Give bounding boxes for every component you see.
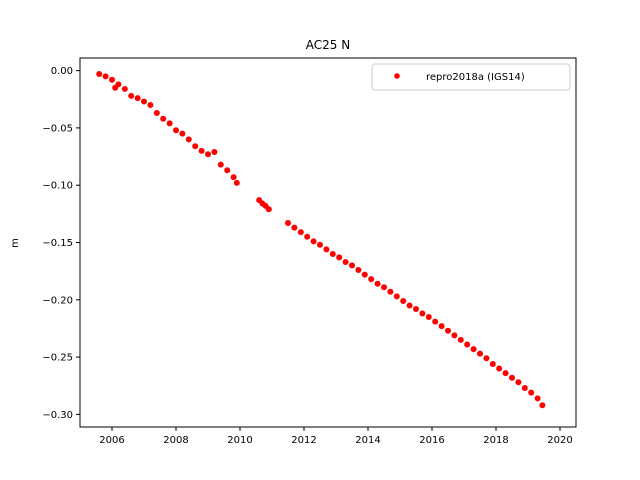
data-point bbox=[217, 161, 224, 168]
data-point bbox=[160, 115, 167, 122]
data-point bbox=[109, 76, 115, 83]
data-point bbox=[445, 327, 451, 334]
data-point bbox=[96, 71, 103, 78]
data-point bbox=[349, 262, 355, 269]
y-tick-label: −0.10 bbox=[42, 181, 73, 192]
data-point bbox=[329, 250, 336, 257]
data-point bbox=[265, 206, 272, 213]
data-point bbox=[528, 389, 535, 396]
data-point bbox=[205, 151, 211, 158]
y-tick-label: −0.25 bbox=[42, 353, 73, 364]
data-point bbox=[304, 233, 311, 240]
data-point bbox=[323, 246, 330, 253]
data-point bbox=[192, 143, 199, 150]
data-point bbox=[483, 355, 490, 362]
data-point bbox=[134, 95, 141, 102]
y-tick-label: −0.05 bbox=[42, 123, 73, 134]
data-point bbox=[381, 284, 387, 291]
x-tick-label: 2010 bbox=[227, 435, 252, 446]
data-point bbox=[317, 241, 323, 248]
data-point bbox=[406, 302, 413, 309]
data-point bbox=[489, 360, 496, 367]
data-point bbox=[425, 313, 432, 320]
y-tick-label: −0.15 bbox=[42, 238, 73, 249]
data-point bbox=[539, 402, 546, 409]
x-tick-label: 2016 bbox=[419, 435, 444, 446]
data-point bbox=[147, 101, 154, 108]
data-point bbox=[342, 258, 349, 265]
data-point bbox=[464, 341, 471, 348]
data-point bbox=[496, 365, 503, 372]
data-point bbox=[361, 271, 368, 278]
data-point bbox=[224, 167, 231, 174]
data-point bbox=[419, 310, 426, 317]
data-point bbox=[297, 229, 304, 236]
data-point bbox=[141, 98, 147, 105]
x-tick-label: 2012 bbox=[291, 435, 316, 446]
data-point bbox=[285, 220, 291, 227]
data-point bbox=[230, 174, 237, 181]
data-point bbox=[121, 85, 128, 92]
y-tick-label: −0.20 bbox=[42, 295, 73, 306]
data-point bbox=[477, 350, 483, 357]
y-axis-ticks: 0.00 −0.05 −0.10 −0.15 −0.20 −0.25 −0.30 bbox=[42, 66, 80, 421]
legend-box bbox=[371, 63, 571, 91]
data-point bbox=[451, 332, 458, 339]
data-point bbox=[198, 147, 205, 154]
x-tick-label: 2008 bbox=[163, 435, 188, 446]
plot-frame bbox=[79, 57, 577, 428]
data-point bbox=[102, 73, 109, 80]
data-point bbox=[521, 385, 528, 392]
data-point bbox=[166, 120, 173, 127]
y-axis-label: m bbox=[10, 238, 21, 248]
data-point bbox=[502, 370, 509, 377]
data-point bbox=[336, 254, 343, 261]
data-point bbox=[310, 238, 317, 245]
data-point bbox=[173, 127, 179, 134]
data-point bbox=[438, 323, 445, 330]
legend-label: repro2018a (IGS14) bbox=[426, 72, 525, 83]
data-point bbox=[368, 276, 375, 283]
y-tick-label: −0.30 bbox=[42, 410, 73, 421]
data-point bbox=[355, 267, 362, 274]
data-points-group bbox=[96, 71, 546, 409]
data-point bbox=[515, 379, 522, 386]
x-tick-label: 2006 bbox=[99, 435, 124, 446]
x-axis-ticks: 2006 2008 2010 2012 2014 2016 2018 2020 bbox=[99, 427, 573, 446]
data-point bbox=[534, 395, 541, 402]
data-point bbox=[413, 305, 419, 312]
x-tick-label: 2014 bbox=[355, 435, 380, 446]
data-point bbox=[291, 224, 298, 231]
legend-marker bbox=[394, 73, 400, 79]
data-point bbox=[115, 81, 122, 88]
data-point bbox=[387, 288, 394, 295]
data-point bbox=[457, 336, 464, 343]
data-point bbox=[233, 179, 240, 186]
x-tick-label: 2020 bbox=[547, 435, 572, 446]
data-point bbox=[374, 280, 381, 287]
data-point bbox=[179, 130, 186, 137]
legend: repro2018a (IGS14) bbox=[371, 63, 571, 91]
chart-title: AC25 N bbox=[306, 38, 350, 52]
data-point bbox=[393, 293, 400, 300]
data-point bbox=[400, 297, 407, 304]
data-point bbox=[153, 110, 160, 117]
data-point bbox=[470, 346, 477, 353]
data-point bbox=[509, 374, 515, 381]
x-tick-label: 2018 bbox=[483, 435, 508, 446]
data-point bbox=[185, 136, 192, 143]
y-tick-label: 0.00 bbox=[51, 66, 73, 77]
data-point bbox=[128, 92, 135, 99]
data-point bbox=[211, 148, 218, 155]
data-point bbox=[432, 318, 439, 325]
